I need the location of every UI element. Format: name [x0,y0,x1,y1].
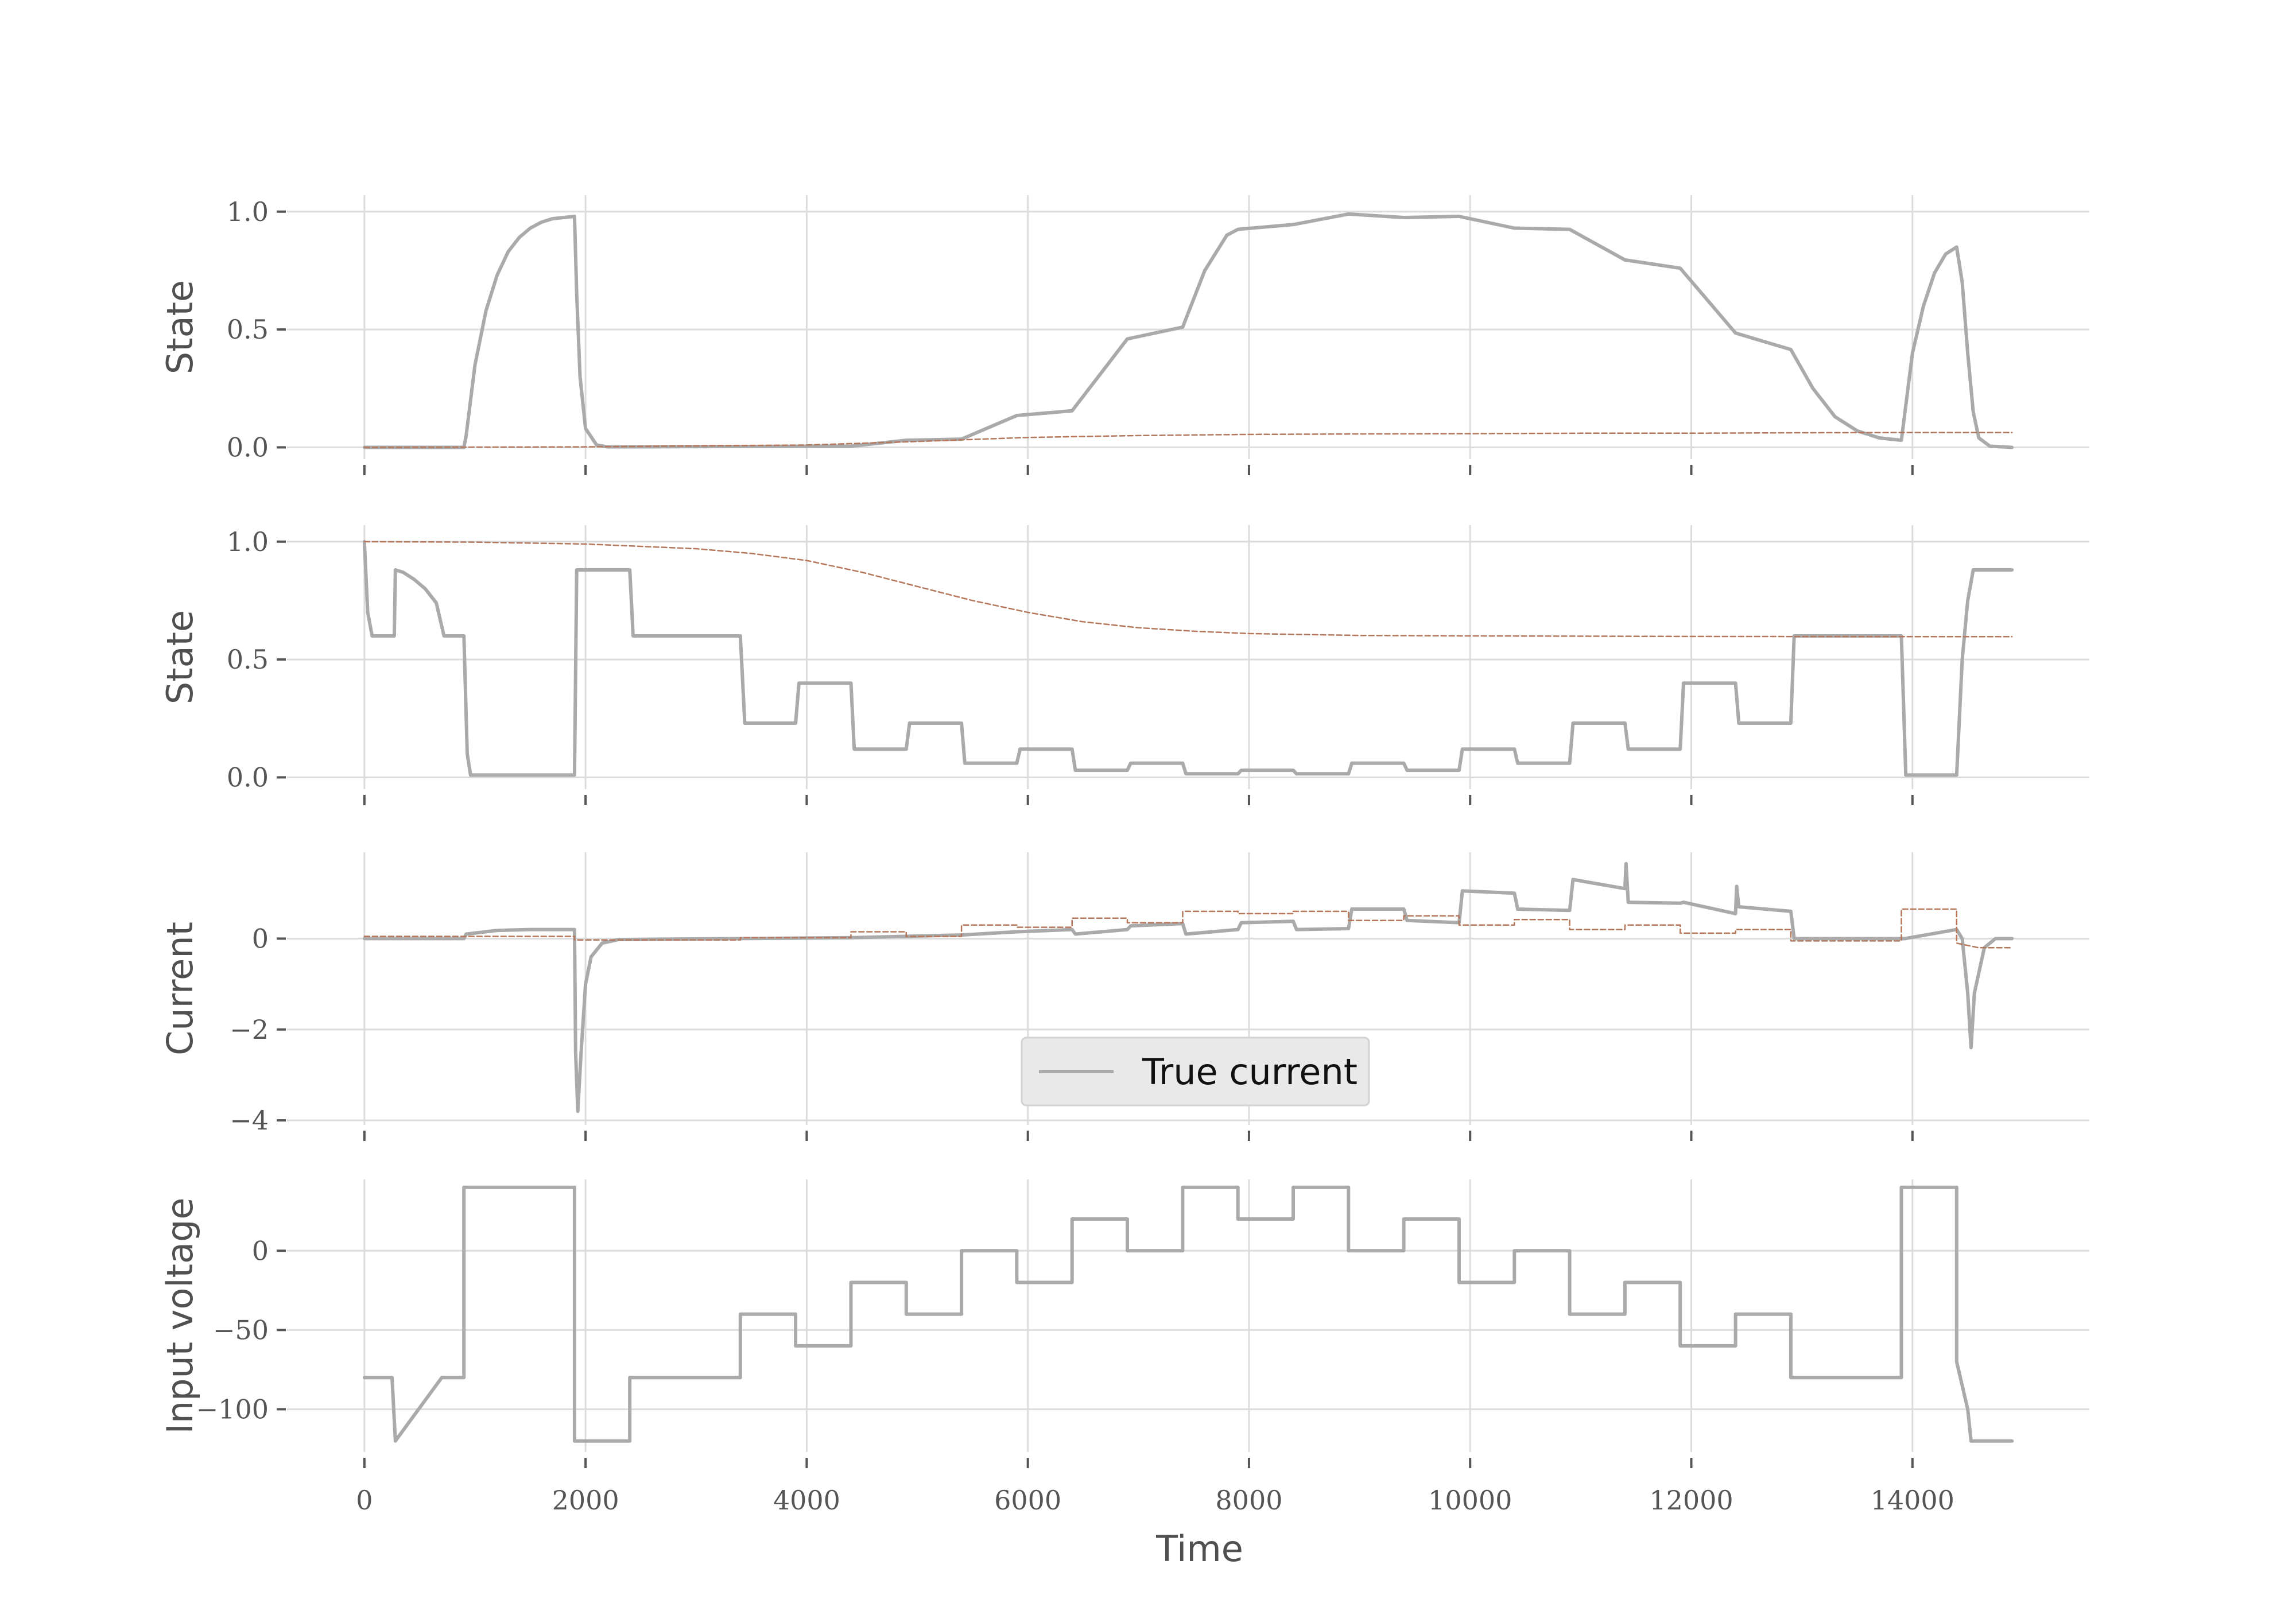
y-tick-label: −100 [196,1393,269,1424]
series-line-true [362,861,2014,1113]
subplot-3: −4 −2 0 Current True current [159,852,2089,1141]
y-tick-label: −4 [230,1105,269,1136]
x-tick-label: 4000 [773,1485,840,1516]
y-tick-label: 0 [252,923,269,954]
subplot-4: −100 −50 0 0 2000 4000 6000 8000 10000 12000 14000… [159,1179,2089,1570]
series-line-estimate [363,541,2013,638]
y-tick-label: 0.0 [227,762,269,793]
y-tick-label: 0.0 [227,432,269,463]
subplot-2: 0.0 0.5 1.0 State [159,525,2089,805]
series-line-estimate [363,432,2013,448]
y-tick-label: −50 [213,1314,269,1345]
y-axis-label: Current [159,922,201,1055]
series-line-true [362,1185,2014,1443]
y-tick-label: 1.0 [227,196,269,227]
y-axis-label: State [159,280,201,374]
legend-entry: True current [1142,1051,1358,1093]
x-tick-label: 6000 [994,1485,1061,1516]
series-line-estimate [363,908,2013,949]
series-line-true [362,539,2014,777]
y-axis-label: Input voltage [159,1198,201,1434]
y-tick-label: −2 [230,1014,269,1045]
legend: True current [1021,1037,1370,1107]
x-tick-label: 10000 [1428,1485,1512,1516]
y-tick-label: 1.0 [227,526,269,557]
subplot-1: 0.0 0.5 1.0 State [159,195,2089,475]
x-tick-label: 2000 [552,1485,619,1516]
legend-box [1021,1037,1370,1107]
x-tick-label: 8000 [1215,1485,1282,1516]
x-axis-label: Time [1155,1528,1243,1570]
y-tick-label: 0 [252,1235,269,1266]
series-line-true [362,212,2014,449]
x-tick-label: 14000 [1871,1485,1954,1516]
x-tick-label: 12000 [1649,1485,1733,1516]
y-axis-label: State [159,610,201,704]
y-tick-label: 0.5 [227,314,269,345]
y-tick-label: 0.5 [227,644,269,675]
x-tick-label: 0 [356,1485,373,1516]
